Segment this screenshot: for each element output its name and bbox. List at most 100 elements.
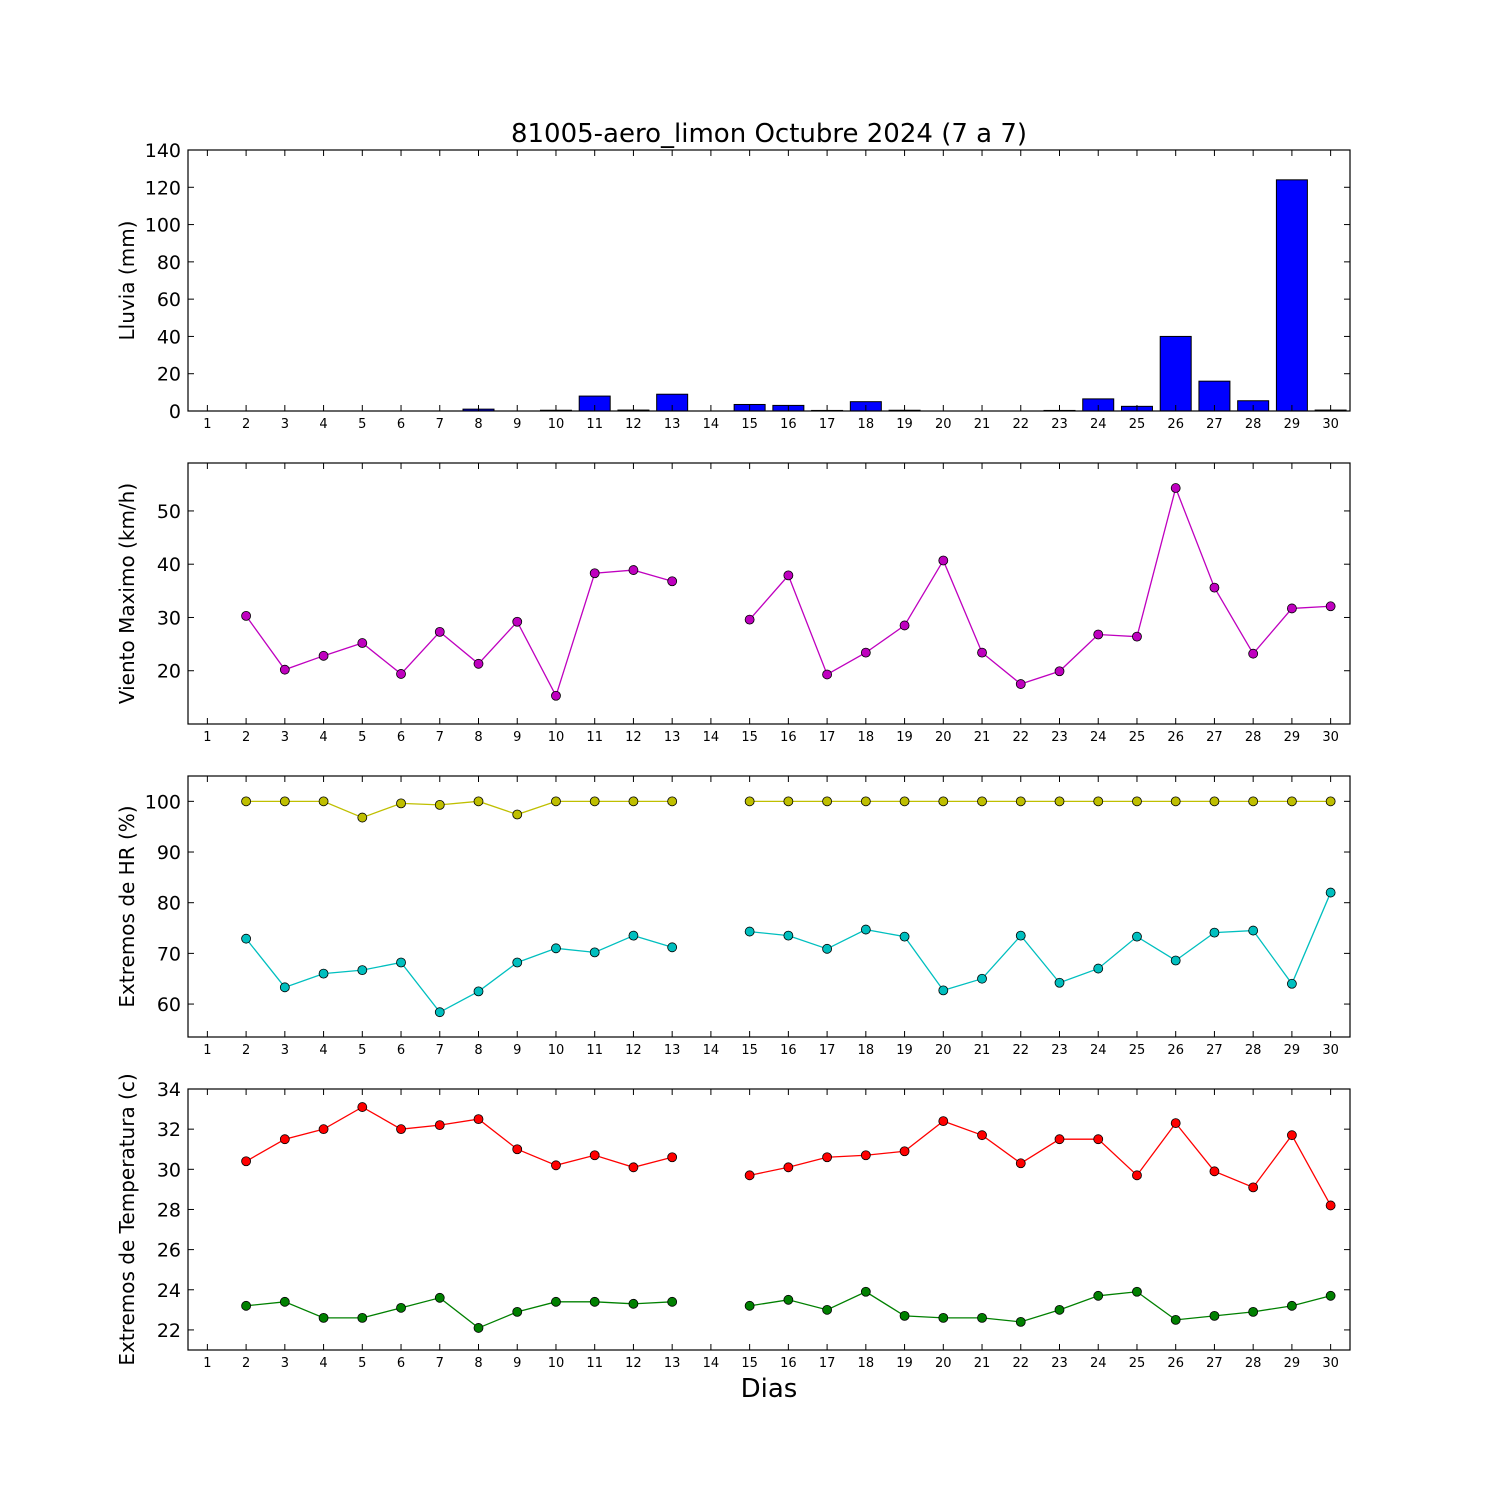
x-tick-label: 22 [1012, 417, 1029, 432]
x-tick-label: 4 [319, 417, 327, 432]
y-axis-label: Extremos de HR (%) [115, 805, 139, 1007]
x-tick-label: 19 [896, 730, 913, 745]
series-line-segment [749, 1120, 1332, 1206]
point-day-20 [938, 1116, 949, 1127]
x-tick-label: 3 [281, 1043, 289, 1058]
point-day-26 [1170, 1118, 1181, 1129]
x-tick-label: 19 [896, 1356, 913, 1371]
x-tick-label: 18 [858, 1356, 875, 1371]
x-tick-label: 18 [858, 417, 875, 432]
point-day-21 [977, 796, 987, 807]
point-day-29 [1287, 603, 1297, 614]
x-tick-label: 25 [1129, 1043, 1146, 1058]
x-tick-label: 22 [1012, 1043, 1029, 1058]
y-tick-label: 60 [157, 994, 181, 1016]
x-tick-label: 10 [548, 1043, 565, 1058]
y-tick-label: 26 [157, 1240, 181, 1262]
x-tick-label: 30 [1322, 730, 1339, 745]
x-tick-label: 26 [1167, 1043, 1184, 1058]
x-tick-label: 27 [1206, 1356, 1223, 1371]
x-tick-label: 9 [513, 1043, 521, 1058]
x-tick-label: 14 [703, 1356, 720, 1371]
point-day-5 [357, 1312, 368, 1323]
point-day-26 [1170, 955, 1181, 966]
point-day-24 [1093, 1134, 1104, 1145]
point-day-25 [1132, 631, 1142, 642]
series-humedad-1 [241, 887, 1336, 1018]
x-tick-label: 1 [203, 417, 211, 432]
y-tick-label: 80 [157, 893, 181, 915]
x-tick-label: 17 [819, 1356, 836, 1371]
x-tick-label: 26 [1167, 417, 1184, 432]
panel-lluvia: 1 2 3 4 5 6 7 8 9 10 11 12 13 14 15 16 17 18 19 20 21 22 23 24 2… [115, 140, 1351, 432]
point-day-9 [512, 809, 523, 820]
y-tick-label: 34 [157, 1079, 181, 1101]
x-tick-label: 5 [358, 730, 366, 745]
panel-humedad: 1 2 3 4 5 6 7 8 9 10 11 12 13 14 15 16 17 18 19 20 21 22 23 24 2… [115, 775, 1351, 1058]
x-tick-label: 13 [664, 730, 681, 745]
x-tick-label: 24 [1090, 730, 1107, 745]
x-tick-label: 8 [474, 1043, 482, 1058]
x-tick-label: 28 [1245, 730, 1262, 745]
y-tick-label: 90 [157, 842, 181, 864]
point-day-4 [318, 968, 329, 979]
point-day-20 [938, 985, 949, 996]
x-tick-label: 9 [513, 730, 521, 745]
bar-day-26 [1159, 335, 1192, 412]
point-day-5 [357, 1102, 368, 1112]
x-tick-label: 28 [1245, 417, 1262, 432]
y-tick-label: 20 [157, 661, 181, 683]
point-day-7 [434, 626, 445, 637]
point-day-23 [1054, 796, 1065, 807]
point-day-2 [241, 796, 252, 807]
point-day-24 [1093, 1290, 1104, 1301]
point-day-29 [1287, 978, 1297, 989]
x-tick-label: 11 [586, 1043, 603, 1058]
y-tick-label: 70 [157, 943, 181, 965]
y-tick-label: 30 [157, 607, 181, 629]
x-tick-label: 29 [1284, 417, 1301, 432]
x-tick-label: 18 [858, 1043, 875, 1058]
point-day-10 [551, 1296, 561, 1307]
x-tick-label: 3 [281, 417, 289, 432]
point-day-11 [589, 947, 600, 958]
point-day-13 [667, 1296, 678, 1307]
point-day-25 [1132, 796, 1142, 807]
panel-temperatura: 1 2 3 4 5 6 7 8 9 10 11 12 13 14 15 16 17 18 19 20 21 22 23 24 2… [115, 1073, 1351, 1371]
x-tick-label: 27 [1206, 730, 1223, 745]
series-line-segment [245, 569, 673, 698]
point-day-11 [589, 568, 600, 579]
x-tick-label: 3 [281, 1356, 289, 1371]
plot-frame [187, 149, 1351, 412]
point-day-2 [241, 1156, 252, 1167]
point-day-28 [1248, 796, 1259, 807]
x-tick-label: 16 [780, 730, 797, 745]
x-tick-label: 25 [1129, 1356, 1146, 1371]
x-tick-label: 14 [703, 417, 720, 432]
point-day-10 [551, 1160, 561, 1171]
point-day-12 [628, 1162, 639, 1173]
point-day-7 [434, 1007, 445, 1018]
point-day-8 [473, 1114, 484, 1125]
plot-frame [187, 462, 1351, 725]
x-tick-label: 13 [664, 1043, 681, 1058]
x-tick-label: 16 [780, 417, 797, 432]
point-day-17 [822, 669, 832, 680]
point-day-23 [1054, 977, 1065, 988]
point-day-12 [628, 930, 639, 941]
point-day-9 [512, 1144, 523, 1155]
point-day-4 [318, 1312, 329, 1323]
point-day-25 [1132, 931, 1142, 942]
y-tick-label: 32 [157, 1119, 181, 1141]
x-tick-label: 27 [1206, 1043, 1223, 1058]
point-day-10 [551, 796, 561, 807]
x-tick-label: 12 [625, 417, 642, 432]
point-day-2 [241, 610, 252, 621]
point-day-9 [512, 957, 523, 968]
point-day-7 [434, 1120, 445, 1131]
y-axis-label: Lluvia (mm) [115, 221, 139, 341]
point-day-4 [318, 796, 329, 807]
x-tick-label: 29 [1284, 1356, 1301, 1371]
x-tick-label: 11 [586, 730, 603, 745]
